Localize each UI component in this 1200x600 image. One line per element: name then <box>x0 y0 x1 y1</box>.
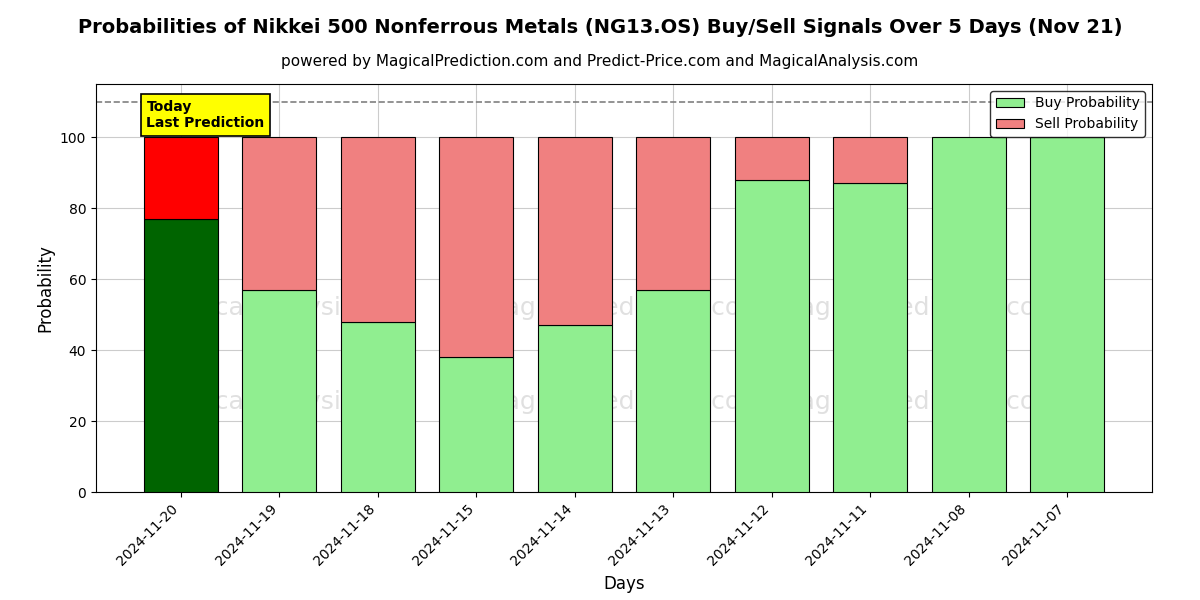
Bar <box>636 137 710 290</box>
Bar <box>833 184 907 492</box>
Bar <box>144 219 218 492</box>
Bar <box>1030 137 1104 492</box>
Bar <box>144 137 218 219</box>
Bar <box>242 137 317 290</box>
Text: MagicalAnalysis.com: MagicalAnalysis.com <box>156 390 416 414</box>
Text: MagicalPrediction.com: MagicalPrediction.com <box>484 296 764 320</box>
Text: MagicalPrediction.com: MagicalPrediction.com <box>779 390 1061 414</box>
Bar <box>734 137 809 180</box>
Bar <box>439 137 514 357</box>
Text: MagicalPrediction.com: MagicalPrediction.com <box>484 390 764 414</box>
Text: Today
Last Prediction: Today Last Prediction <box>146 100 265 130</box>
Legend: Buy Probability, Sell Probability: Buy Probability, Sell Probability <box>990 91 1145 137</box>
X-axis label: Days: Days <box>604 575 644 593</box>
Bar <box>341 322 415 492</box>
Y-axis label: Probability: Probability <box>36 244 54 332</box>
Bar <box>538 325 612 492</box>
Bar <box>833 137 907 184</box>
Bar <box>242 290 317 492</box>
Bar <box>931 137 1006 492</box>
Text: MagicalPrediction.com: MagicalPrediction.com <box>779 296 1061 320</box>
Bar <box>439 357 514 492</box>
Bar <box>734 180 809 492</box>
Text: MagicalAnalysis.com: MagicalAnalysis.com <box>156 296 416 320</box>
Bar <box>341 137 415 322</box>
Text: powered by MagicalPrediction.com and Predict-Price.com and MagicalAnalysis.com: powered by MagicalPrediction.com and Pre… <box>281 54 919 69</box>
Text: Probabilities of Nikkei 500 Nonferrous Metals (NG13.OS) Buy/Sell Signals Over 5 : Probabilities of Nikkei 500 Nonferrous M… <box>78 18 1122 37</box>
Bar <box>636 290 710 492</box>
Bar <box>538 137 612 325</box>
